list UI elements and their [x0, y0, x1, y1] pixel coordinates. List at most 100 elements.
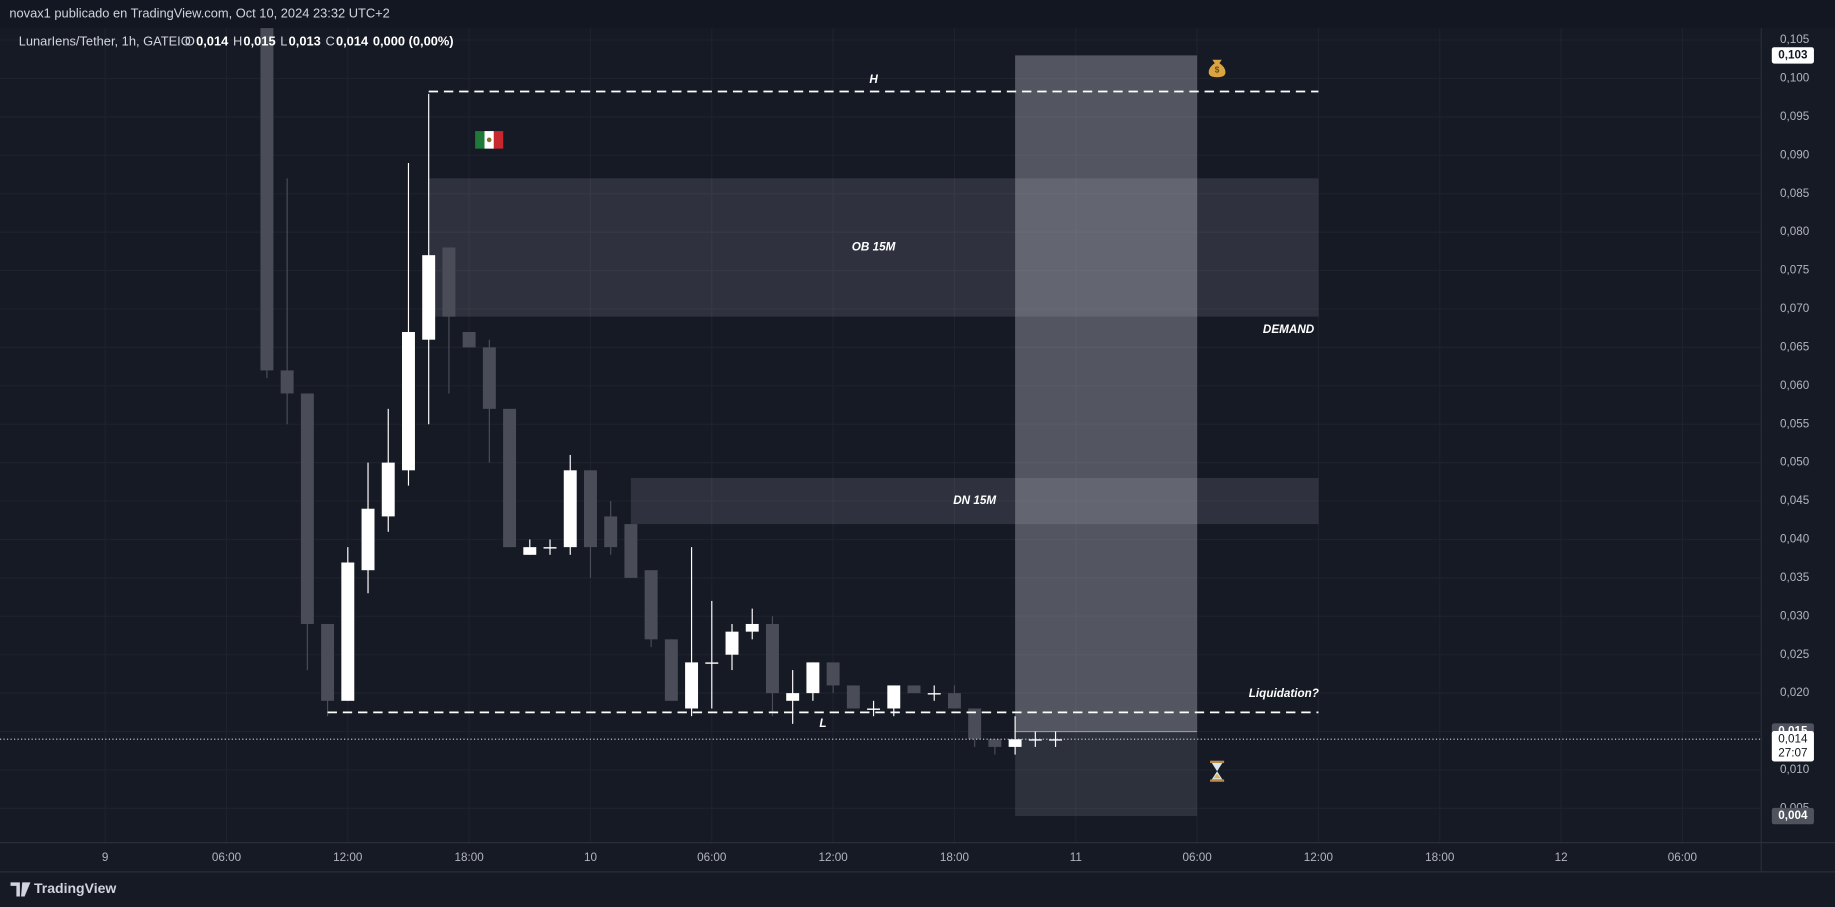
- note: DEMAND: [1263, 323, 1315, 336]
- candle-body: [260, 28, 274, 371]
- candle-body: [523, 547, 537, 555]
- candle-body: [543, 547, 557, 549]
- ohlc-value: 0,015: [243, 34, 275, 49]
- ohlc-value: 0,014: [336, 34, 369, 49]
- zone: [428, 178, 1319, 317]
- level-label: L: [819, 717, 826, 730]
- price-tag: [1771, 807, 1814, 825]
- candle-body: [604, 516, 618, 548]
- header-bar: [0, 0, 1835, 29]
- target-zone: [1015, 55, 1198, 732]
- price-tag: [1771, 47, 1814, 64]
- candle-body: [462, 332, 476, 348]
- x-tick-label: 10: [584, 851, 598, 864]
- candle-body: [300, 393, 314, 624]
- y-tick-label: 0,100: [1780, 72, 1810, 85]
- candle-body: [927, 693, 941, 695]
- y-tick-label: 0,010: [1780, 763, 1810, 776]
- last-price-label: 0,014: [1778, 732, 1808, 745]
- y-tick-label: 0,070: [1780, 302, 1810, 315]
- candle-body: [341, 562, 355, 701]
- x-tick-label: 06:00: [1182, 851, 1212, 864]
- y-tick-label: 0,080: [1780, 225, 1810, 238]
- y-tick-label: 0,105: [1780, 33, 1810, 46]
- candle-body: [321, 623, 335, 701]
- candle-body: [442, 247, 456, 317]
- y-tick-label: 0,020: [1780, 686, 1810, 699]
- symbol: LunarIens/Tether, 1h, GATEIO: [19, 34, 191, 49]
- ohlc-key: C: [325, 34, 334, 49]
- candle-body: [988, 739, 1002, 747]
- candle-body: [806, 662, 820, 694]
- overlay: 0,0050,0100,0150,0200,0250,0300,0350,040…: [0, 33, 1814, 864]
- candle-body: [947, 693, 961, 709]
- candle-body: [583, 470, 597, 548]
- candle-body: [563, 470, 577, 548]
- candle-body: [381, 462, 395, 517]
- x-tick-label: 12:00: [818, 851, 848, 864]
- x-tick-label: 12:00: [1304, 851, 1334, 864]
- brand: TradingView: [34, 880, 116, 896]
- candle-body: [1049, 739, 1063, 741]
- note: Liquidation?: [1249, 687, 1319, 700]
- x-tick-label: 12:00: [333, 851, 363, 864]
- candle-body: [422, 255, 436, 340]
- y-tick-label: 0,025: [1780, 648, 1810, 661]
- money-bag-icon: $: [1208, 59, 1226, 78]
- candle-body: [503, 408, 517, 548]
- countdown: 27:07: [1778, 746, 1807, 759]
- x-tick-label: 11: [1070, 851, 1082, 864]
- y-tick-label: 0,035: [1780, 571, 1810, 584]
- y-tick-label: 0,075: [1780, 264, 1810, 277]
- ohlc-value: 0,013: [289, 34, 321, 49]
- y-tick-label: 0,030: [1780, 609, 1810, 622]
- candle-body: [280, 370, 294, 394]
- x-tick-label: 18:00: [1425, 851, 1455, 864]
- x-tick-label: 18:00: [455, 851, 485, 864]
- candles: [260, 28, 1063, 755]
- price-tag-label: 0,004: [1778, 809, 1808, 822]
- candle-body: [482, 347, 496, 409]
- price-tag-label: 0,103: [1778, 49, 1808, 62]
- y-tick-label: 0,055: [1780, 417, 1810, 430]
- candle-body: [1008, 739, 1022, 747]
- ohlc-value: 0,014: [196, 34, 229, 49]
- candle-body: [725, 631, 739, 655]
- ohlc-key: O: [185, 34, 195, 49]
- zones: [428, 55, 1319, 817]
- candle-body: [765, 623, 779, 694]
- footer-logo: TradingView: [10, 880, 116, 897]
- candle-body: [745, 623, 759, 632]
- candle-body: [968, 708, 982, 740]
- zone-label: OB 15M: [852, 241, 896, 254]
- y-tick-label: 0,040: [1780, 533, 1810, 546]
- candle-body: [401, 332, 415, 471]
- candle-body: [786, 693, 800, 701]
- candle-body: [664, 639, 678, 701]
- x-tick-label: 18:00: [940, 851, 970, 864]
- y-tick-label: 0,085: [1780, 187, 1810, 200]
- y-tick-label: 0,060: [1780, 379, 1810, 392]
- x-tick-label: 06:00: [212, 851, 242, 864]
- candle-body: [846, 685, 860, 709]
- level-label: H: [869, 73, 878, 86]
- publisher: novax1 publicado en TradingView.com, Oct…: [9, 5, 389, 20]
- y-tick-label: 0,090: [1780, 148, 1810, 161]
- x-tick-label: 9: [102, 851, 109, 864]
- zone-label: DN 15M: [953, 494, 996, 507]
- y-tick-label: 0,050: [1780, 456, 1810, 469]
- grid: [0, 28, 1762, 843]
- stop-zone: [1015, 731, 1198, 817]
- y-tick-label: 0,095: [1780, 110, 1810, 123]
- candle-body: [1028, 739, 1042, 741]
- candle-body: [685, 662, 699, 709]
- candle-body: [624, 524, 638, 578]
- candle-body: [361, 508, 375, 571]
- y-tick-label: 0,065: [1780, 340, 1810, 353]
- ohlc-key: L: [280, 34, 287, 49]
- ohlc-key: H: [233, 34, 242, 49]
- x-tick-label: 06:00: [697, 851, 727, 864]
- x-tick-label: 06:00: [1668, 851, 1698, 864]
